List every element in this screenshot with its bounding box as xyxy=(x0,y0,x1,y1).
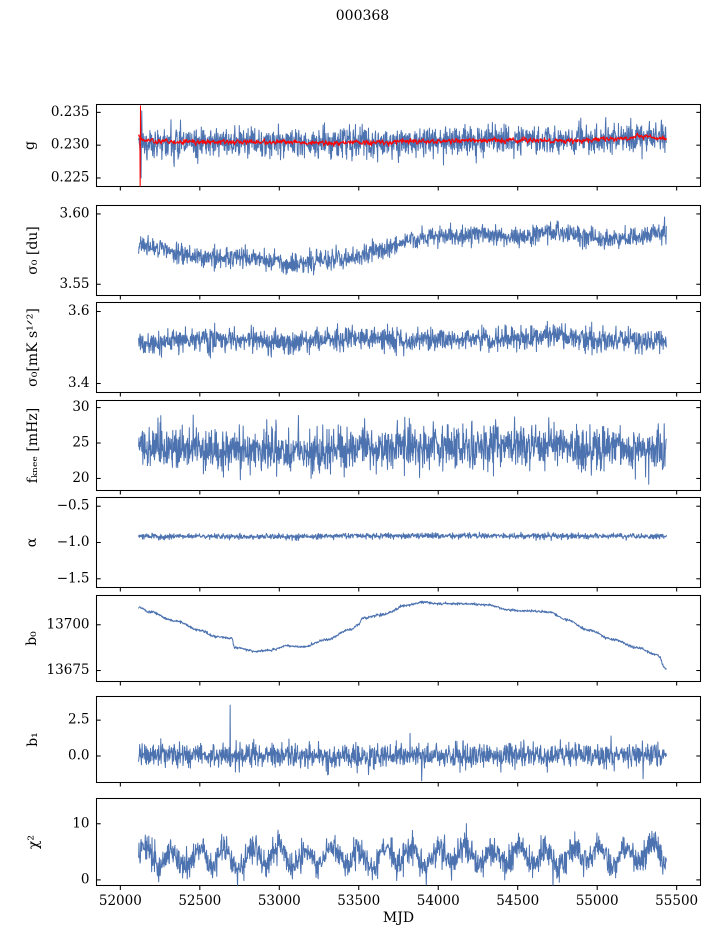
x-tick-label: 54000 xyxy=(417,893,460,909)
x-axis-label: MJD xyxy=(383,910,414,926)
x-tick-label: 55000 xyxy=(576,893,619,909)
y-axis-label-panel-7: b₁ xyxy=(25,732,41,747)
series-f_knee xyxy=(138,414,667,485)
panel-frame-5 xyxy=(95,496,702,589)
y-tick-label: 30 xyxy=(72,399,89,415)
y-tick-label: 2.5 xyxy=(68,712,89,728)
series-sigma0_du xyxy=(138,216,667,276)
x-tick-label: 53000 xyxy=(258,893,301,909)
y-tick-label: 0.235 xyxy=(51,104,90,120)
figure-title: 000368 xyxy=(335,8,390,24)
y-axis-label-panel-2: σ₀ [du] xyxy=(25,226,41,275)
x-tick-label: 55500 xyxy=(655,893,698,909)
y-tick-label: −1.0 xyxy=(57,534,90,550)
series-g_model xyxy=(138,105,667,187)
x-tick-label: 54500 xyxy=(496,893,539,909)
series-alpha xyxy=(138,531,667,542)
panel-frame-7 xyxy=(95,695,702,784)
x-tick-label: 52500 xyxy=(178,893,221,909)
y-tick-label: −1.5 xyxy=(57,570,90,586)
y-axis-label-panel-1: g xyxy=(22,141,38,150)
series-chi2 xyxy=(138,823,667,886)
y-tick-label: 0.225 xyxy=(51,169,90,185)
y-axis-label-panel-4: fₖₙₑₑ [mHz] xyxy=(25,408,41,483)
y-tick-label: 20 xyxy=(72,470,89,486)
y-tick-label: 13700 xyxy=(47,616,90,632)
panel-frame-6 xyxy=(95,594,702,683)
panel-frame-3 xyxy=(95,301,702,394)
panel-frame-8 xyxy=(95,797,702,887)
y-tick-label: 0.0 xyxy=(68,747,89,763)
y-tick-label: 3.6 xyxy=(68,303,89,319)
y-tick-label: 10 xyxy=(72,815,89,831)
series-b0 xyxy=(138,600,667,670)
x-tick-label: 53500 xyxy=(337,893,380,909)
panel-frame-4 xyxy=(95,399,702,492)
y-tick-label: 25 xyxy=(72,435,89,451)
y-tick-label: −0.5 xyxy=(57,498,90,514)
series-sigma0_mK xyxy=(138,321,667,359)
panel-frame-2 xyxy=(95,204,702,297)
y-tick-label: 3.60 xyxy=(59,205,89,221)
y-axis-label-panel-6: b₀ xyxy=(24,631,40,646)
y-axis-label-panel-8: χ² xyxy=(26,835,42,849)
series-b1 xyxy=(138,704,667,782)
y-tick-label: 0 xyxy=(81,871,90,887)
x-tick-label: 52000 xyxy=(99,893,142,909)
y-tick-label: 0.230 xyxy=(51,137,90,153)
y-axis-label-panel-5: α xyxy=(24,537,40,547)
y-tick-label: 3.4 xyxy=(68,375,89,391)
y-tick-label: 13675 xyxy=(47,662,90,678)
y-axis-label-panel-3: σ₀[mK s¹ᐟ²] xyxy=(25,308,41,387)
y-tick-label: 3.55 xyxy=(59,276,89,292)
